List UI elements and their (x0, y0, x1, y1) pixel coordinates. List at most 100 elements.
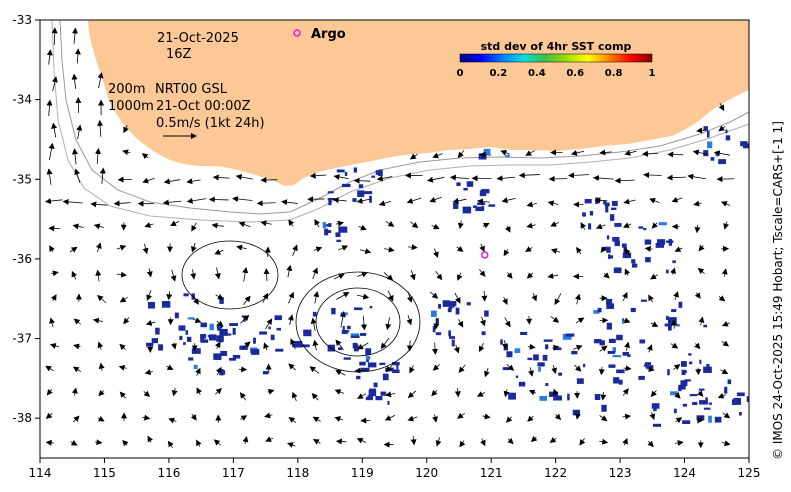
current-arrow (360, 417, 371, 424)
sst-patch (593, 310, 600, 314)
sst-patch (607, 350, 615, 354)
sst-patch (680, 380, 688, 387)
current-arrow (216, 366, 222, 376)
current-arrow (670, 267, 676, 275)
x-tick-label: 122 (544, 466, 567, 480)
sst-patch (542, 355, 548, 361)
current-arrow (671, 319, 678, 329)
sst-patch (481, 331, 486, 336)
current-arrow (480, 316, 486, 327)
current-arrow (334, 416, 344, 422)
current-arrow (384, 246, 395, 253)
current-arrow (146, 290, 152, 301)
current-arrow (288, 363, 296, 371)
current-arrow (333, 174, 349, 180)
sst-patch (162, 303, 168, 307)
current-arrow (507, 437, 514, 445)
current-arrow (457, 150, 465, 159)
sst-patch (191, 348, 201, 354)
sst-patch (681, 369, 686, 376)
sst-patch (630, 307, 636, 313)
x-tick-label: 115 (93, 466, 116, 480)
current-arrow (459, 440, 466, 448)
sst-patch (640, 299, 647, 302)
current-arrow (452, 197, 467, 204)
sst-patch (567, 393, 570, 401)
current-arrow (698, 316, 705, 326)
sst-patch (612, 355, 622, 358)
sst-patch (294, 340, 303, 348)
sst-patch (520, 331, 528, 335)
current-arrow (457, 220, 464, 230)
current-arrow (650, 390, 657, 398)
sst-patch (220, 350, 228, 356)
current-arrow (454, 292, 461, 304)
current-arrow (99, 167, 106, 184)
current-arrow (695, 367, 702, 376)
hour-label: 16Z (166, 47, 192, 62)
sst-patch (379, 362, 386, 365)
sst-patch (576, 378, 584, 384)
sst-patch (545, 383, 549, 387)
sst-patch (740, 141, 748, 147)
current-arrow (526, 316, 533, 325)
current-arrow (356, 437, 367, 444)
sst-patch (667, 317, 677, 325)
x-axis: 114 115 116 117 118 119 120 121 122 123 124 125 (29, 458, 761, 480)
sst-patch (483, 148, 491, 155)
current-arrow (720, 368, 729, 375)
current-arrow (651, 222, 658, 229)
sst-patch (595, 197, 599, 205)
sst-patch (354, 307, 363, 311)
sst-patch (303, 329, 312, 337)
current-arrow (263, 268, 270, 282)
sst-patch (710, 157, 715, 161)
sst-patch (664, 323, 672, 327)
current-arrow (603, 272, 610, 279)
current-arrow (170, 220, 180, 226)
sst-patch (751, 134, 754, 138)
current-arrow (550, 221, 560, 227)
sst-patch (219, 329, 228, 336)
current-arrow (384, 415, 396, 421)
current-arrow (717, 392, 726, 399)
current-arrow (287, 314, 294, 326)
current-arrow (674, 392, 681, 399)
current-arrow (410, 221, 419, 229)
current-arrow (196, 439, 202, 447)
sst-patch (584, 199, 592, 204)
x-tick-label: 116 (157, 466, 180, 480)
current-arrow (195, 367, 201, 376)
current-arrow (240, 415, 248, 421)
current-arrow (118, 364, 128, 371)
current-arrow (313, 290, 320, 304)
sst-patch (658, 222, 667, 226)
current-arrow (723, 221, 730, 230)
sst-patch (346, 330, 350, 333)
current-arrow (666, 174, 687, 181)
current-arrow (380, 337, 390, 350)
current-arrow (236, 244, 247, 251)
sst-patch (718, 159, 726, 165)
current-arrow (482, 222, 490, 229)
current-arrow (496, 175, 516, 182)
current-arrow (166, 291, 173, 301)
current-arrow (44, 198, 63, 205)
x-tick-label: 125 (738, 466, 761, 480)
sst-patch (672, 260, 676, 264)
sst-patch (606, 322, 612, 330)
sst-patch (644, 239, 652, 245)
current-arrow (73, 318, 82, 325)
sst-patch (456, 182, 461, 186)
sst-patch (241, 315, 247, 318)
sst-patch (331, 307, 336, 315)
sst-patch (746, 396, 749, 402)
current-arrow (336, 292, 350, 300)
sst-patch (572, 409, 580, 416)
current-arrow (260, 220, 272, 227)
sst-patch (724, 386, 728, 394)
current-arrow (265, 436, 274, 442)
sst-patch (352, 198, 357, 202)
argo-float-marker[interactable] (480, 251, 489, 259)
current-arrow (290, 338, 296, 350)
